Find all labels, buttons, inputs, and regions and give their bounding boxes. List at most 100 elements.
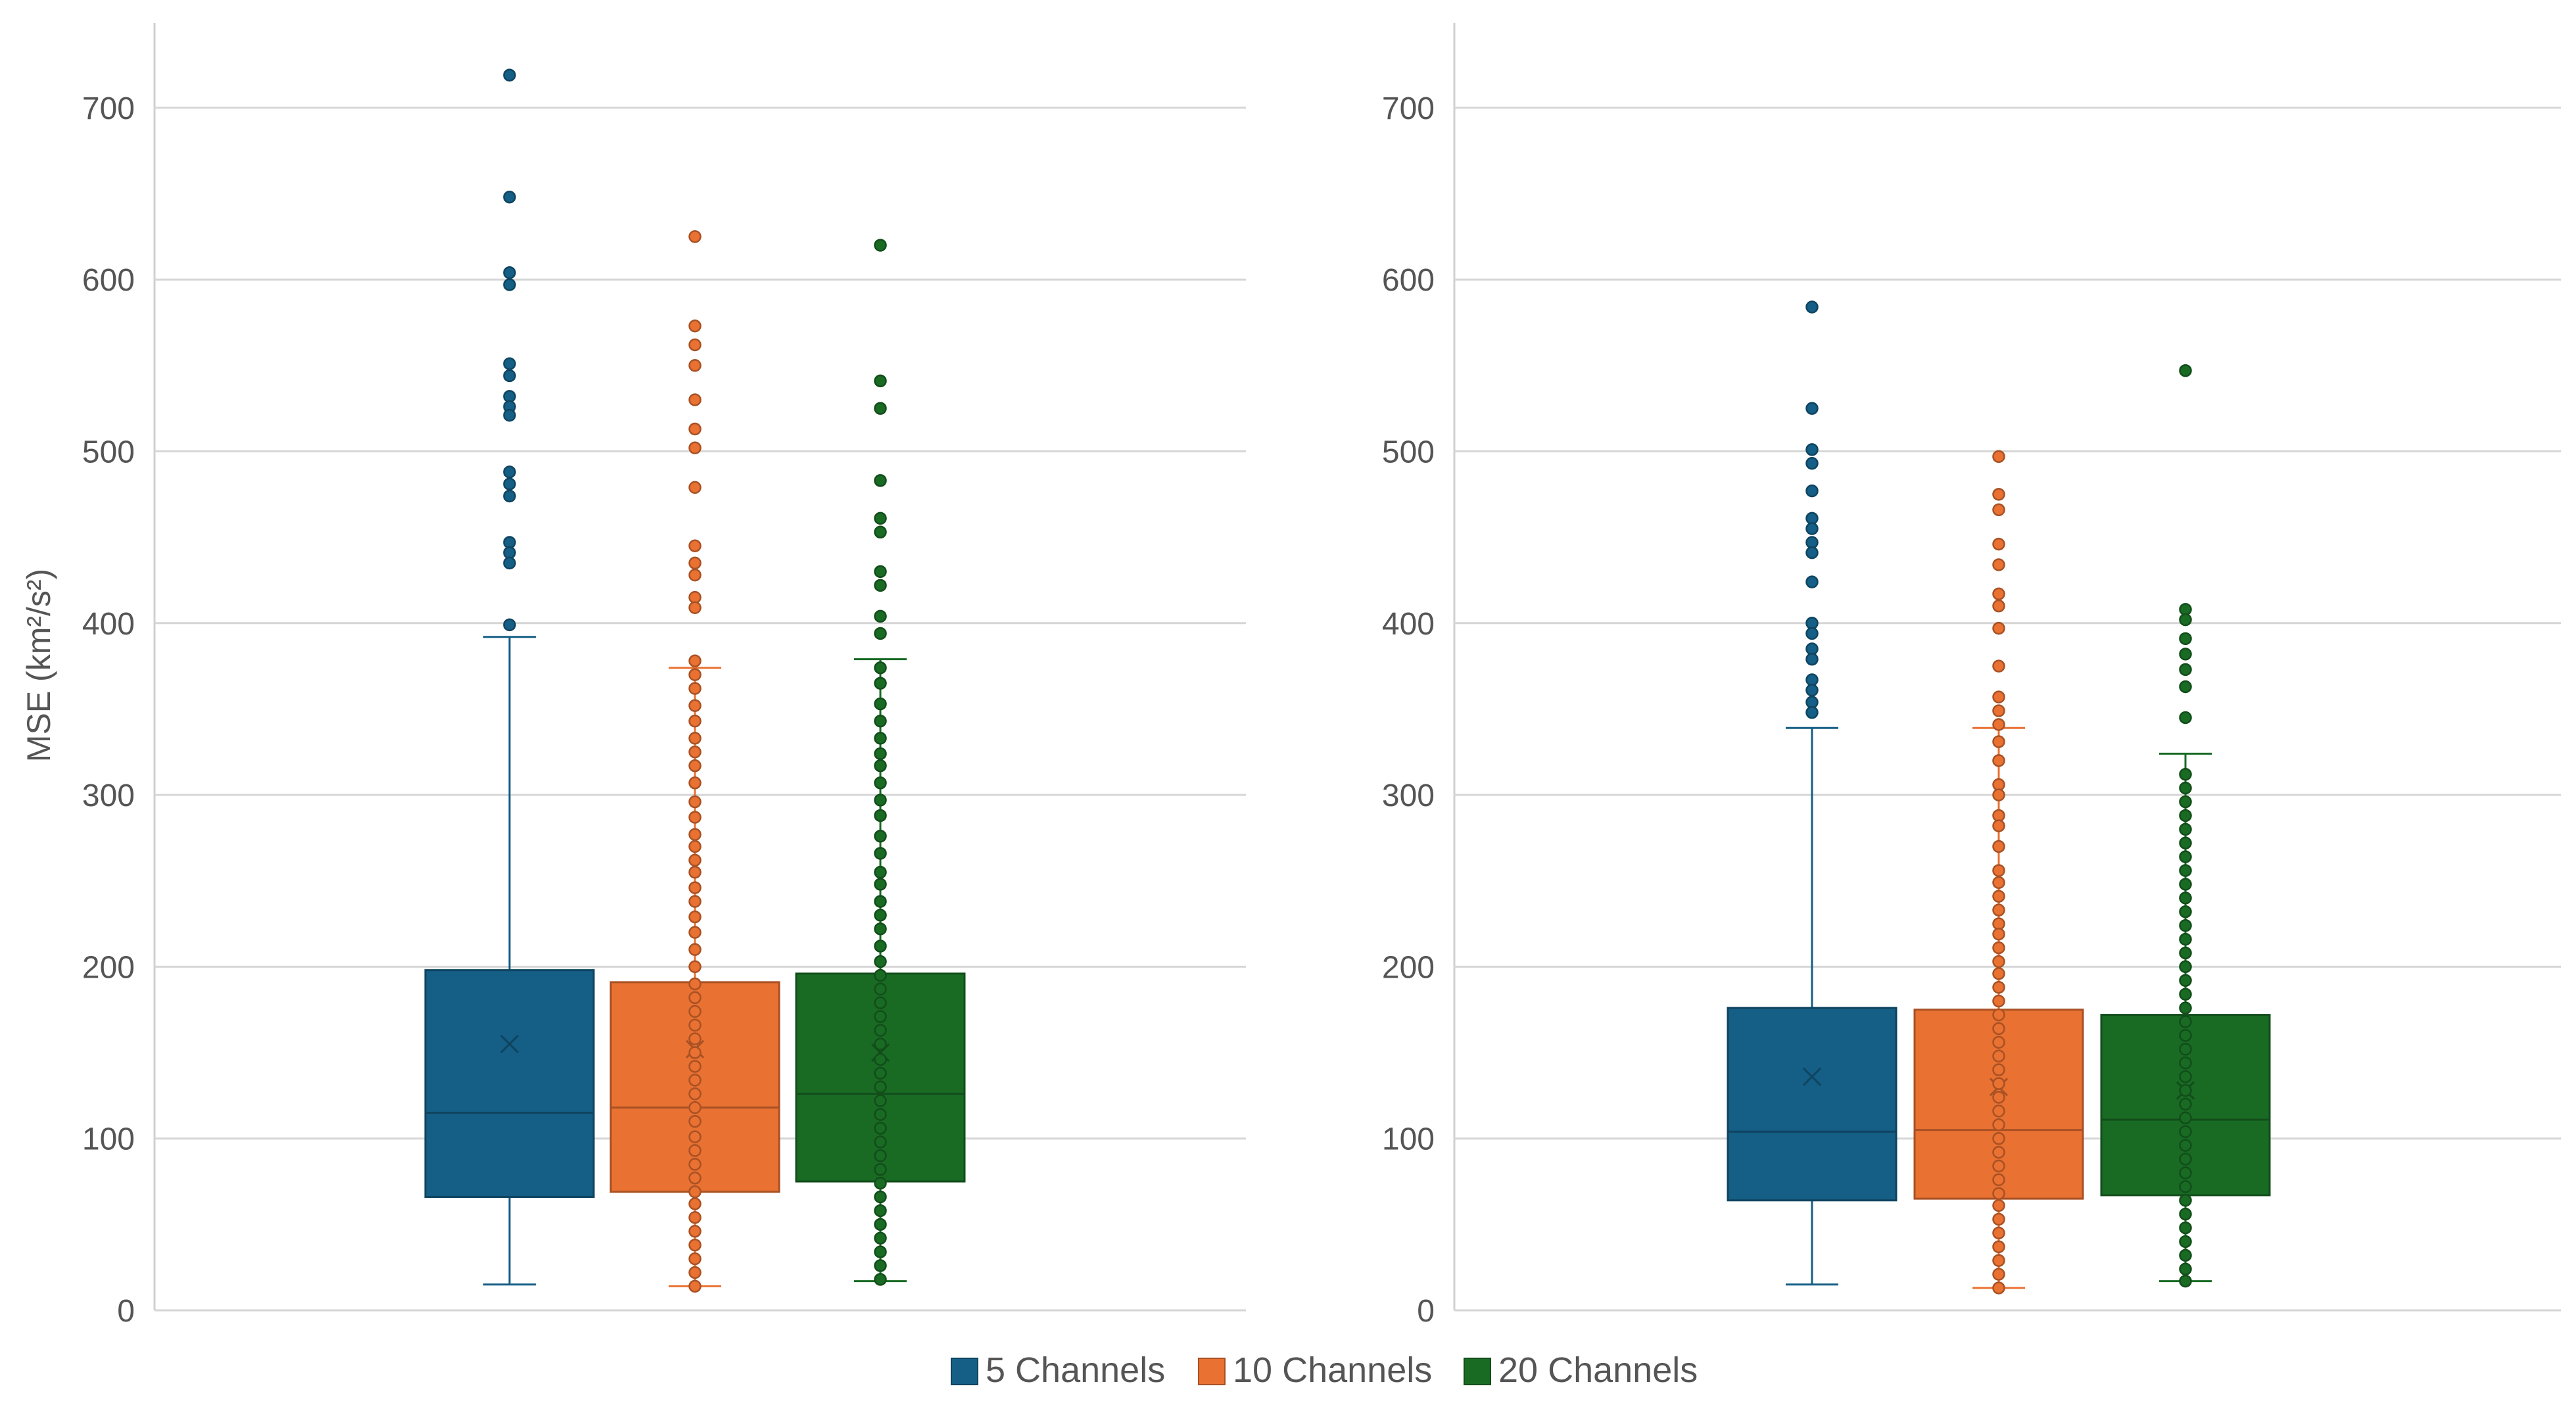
y-tick-label: 600 [82,263,135,298]
data-point [1992,1199,2005,1212]
y-tick-label: 300 [82,778,135,813]
legend-label: 20 Channels [1498,1350,1698,1390]
data-point [2179,878,2192,891]
data-point [2179,918,2192,932]
data-point [874,1010,887,1023]
data-point [1805,402,1819,415]
data-point [874,747,887,761]
data-point [2179,1221,2192,1235]
legend-label: 10 Channels [1233,1350,1432,1390]
data-point [688,811,702,824]
data-point [503,68,516,82]
iqr-box [424,969,595,1199]
data-point [688,714,702,728]
data-point [1992,1240,2005,1254]
data-point [874,1053,887,1066]
data-point [688,556,702,570]
data-point [688,1144,702,1157]
data-point [2179,1111,2192,1125]
data-point [874,794,887,807]
data-point [503,369,516,383]
data-point [503,278,516,291]
left-panel: 0 100 200 300 400 500 600 700 [82,23,1246,1329]
data-point [688,682,702,695]
data-point [874,1080,887,1094]
data-point [874,1245,887,1258]
data-point [1992,890,2005,903]
data-point [1992,941,2005,955]
data-point [2179,932,2192,946]
data-point [1992,955,2005,968]
data-point [874,1204,887,1218]
data-point [1992,704,2005,717]
data-point [874,677,887,690]
data-point [688,338,702,352]
data-point [1992,1145,2005,1159]
data-point [1805,652,1819,666]
data-point [1992,1187,2005,1201]
data-point [503,191,516,204]
data-point [874,909,887,922]
data-point [1805,705,1819,719]
data-point [1992,1281,2005,1295]
data-point [688,1101,702,1114]
data-point [2179,1097,2192,1111]
data-point [2179,1194,2192,1207]
data-point [1992,718,2005,731]
data-point [874,1259,887,1272]
data-point [874,830,887,843]
data-point [688,943,702,957]
mean-marker [500,1034,519,1054]
data-point [1992,503,2005,517]
data-point [688,910,702,924]
data-point [874,525,887,539]
data-point [874,1231,887,1245]
legend-swatch [1464,1358,1491,1385]
right-panel: 0 100 200 300 400 500 600 700 [1382,23,2561,1329]
data-point [1992,537,2005,551]
data-point [688,977,702,991]
data-point [874,579,887,592]
data-point [1992,450,2005,464]
data-point [688,1197,702,1210]
data-point [874,1094,887,1107]
data-point [2179,680,2192,694]
data-point [503,556,516,570]
y-axis-label: MSE (km²/s²) [20,569,57,762]
data-point [1992,981,2005,994]
data-point [1992,788,2005,801]
data-point [2179,781,2192,795]
data-point [688,895,702,908]
box-5-channels [1727,300,1897,1286]
data-point [688,926,702,939]
data-point [503,465,516,479]
data-point [1992,967,2005,980]
data-point [2179,1001,2192,1014]
data-point [688,1266,702,1279]
y-tick-label: 500 [82,435,135,470]
data-point [2179,1015,2192,1028]
data-point [1992,621,2005,635]
data-point [2179,1166,2192,1179]
data-point [874,1108,887,1121]
y-tick-label: 500 [1382,435,1435,470]
data-point [1992,1105,2005,1118]
data-point [874,878,887,891]
data-point [874,714,887,728]
data-point [1805,457,1819,470]
data-point [688,1074,702,1087]
data-point [874,982,887,996]
data-point [874,1176,887,1190]
data-point [1992,1159,2005,1173]
legend: 5 Channels 10 Channels 20 Channels [951,1350,1698,1390]
data-point [874,759,887,773]
data-point [2179,1262,2192,1276]
data-point [874,732,887,745]
data-point [1992,840,2005,853]
y-tick-label: 100 [82,1122,135,1157]
data-point [1992,1035,2005,1049]
data-point [688,230,702,243]
data-point [2179,1070,2192,1083]
data-point [1992,659,2005,673]
